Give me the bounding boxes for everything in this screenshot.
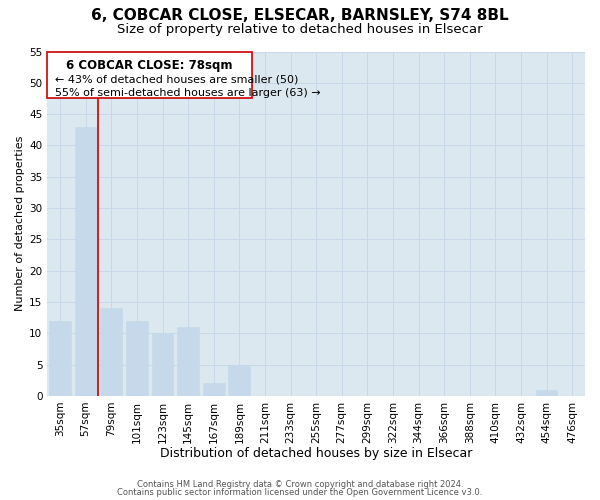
Text: 6 COBCAR CLOSE: 78sqm: 6 COBCAR CLOSE: 78sqm: [67, 58, 233, 71]
Y-axis label: Number of detached properties: Number of detached properties: [15, 136, 25, 312]
Text: 55% of semi-detached houses are larger (63) →: 55% of semi-detached houses are larger (…: [55, 88, 321, 98]
X-axis label: Distribution of detached houses by size in Elsecar: Distribution of detached houses by size …: [160, 447, 472, 460]
Text: Contains HM Land Registry data © Crown copyright and database right 2024.: Contains HM Land Registry data © Crown c…: [137, 480, 463, 489]
Bar: [203, 384, 224, 396]
Bar: [152, 333, 173, 396]
Bar: [229, 364, 250, 396]
Text: Contains public sector information licensed under the Open Government Licence v3: Contains public sector information licen…: [118, 488, 482, 497]
Bar: [536, 390, 557, 396]
Bar: [49, 320, 71, 396]
Text: Size of property relative to detached houses in Elsecar: Size of property relative to detached ho…: [117, 22, 483, 36]
Text: 6, COBCAR CLOSE, ELSECAR, BARNSLEY, S74 8BL: 6, COBCAR CLOSE, ELSECAR, BARNSLEY, S74 …: [91, 8, 509, 22]
Bar: [75, 126, 97, 396]
Bar: [100, 308, 122, 396]
Text: ← 43% of detached houses are smaller (50): ← 43% of detached houses are smaller (50…: [55, 74, 299, 84]
Bar: [126, 320, 148, 396]
Bar: [177, 327, 199, 396]
